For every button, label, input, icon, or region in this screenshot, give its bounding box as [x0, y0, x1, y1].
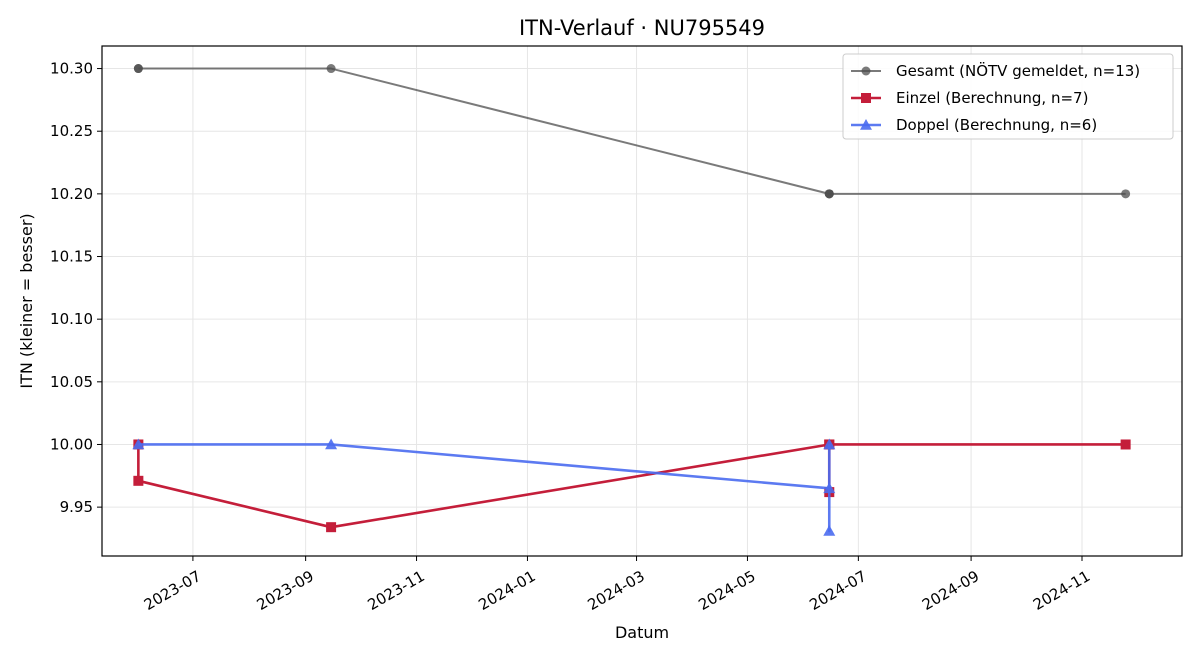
data-point	[823, 524, 836, 536]
grid-layer	[102, 46, 1182, 556]
x-tick-label: 2023-07	[141, 567, 204, 614]
y-tick-label: 10.15	[50, 248, 93, 266]
legend-entry: Einzel (Berechnung, n=7)	[851, 89, 1088, 107]
x-tick-label: 2024-07	[806, 567, 869, 614]
y-axis-title: ITN (kleiner = besser)	[17, 213, 36, 388]
series-triangle	[132, 438, 836, 536]
data-point	[325, 438, 338, 450]
legend-label: Gesamt (NÖTV gemeldet, n=13)	[896, 61, 1140, 80]
data-point	[133, 64, 143, 74]
y-tick-label: 9.95	[60, 498, 93, 516]
x-tick-label: 2023-11	[365, 567, 428, 614]
series-line	[138, 443, 831, 533]
data-point	[326, 522, 337, 533]
legend-box	[842, 53, 1174, 140]
data-point	[823, 438, 836, 450]
legend-entries: Gesamt (NÖTV gemeldet, n=13) Einzel (Bere…	[851, 61, 1140, 134]
x-axis-title: Datum	[615, 623, 669, 642]
data-point	[326, 64, 336, 74]
series-square	[133, 439, 1131, 533]
legend: Gesamt (NÖTV gemeldet, n=13) Einzel (Bere…	[842, 53, 1174, 140]
series-line	[137, 443, 1126, 529]
x-tick-label: 2024-11	[1030, 567, 1093, 614]
y-tick-label: 10.25	[50, 122, 93, 140]
x-tick-label: 2024-03	[585, 567, 648, 614]
y-tick-label: 10.05	[50, 373, 93, 391]
legend-entry: Gesamt (NÖTV gemeldet, n=13)	[851, 61, 1140, 80]
legend-label: Doppel (Berechnung, n=6)	[896, 116, 1097, 134]
x-tick-label: 2023-09	[254, 567, 317, 614]
legend-marker-swatch	[861, 66, 871, 76]
series-line	[138, 67, 1126, 195]
series-circle	[133, 64, 1131, 199]
y-tick-label: 10.30	[50, 60, 93, 78]
data-point	[824, 189, 834, 199]
legend-marker-swatch	[861, 93, 871, 103]
data-point	[133, 475, 144, 486]
y-tick-label: 10.20	[50, 185, 93, 203]
legend-label: Einzel (Berechnung, n=7)	[896, 89, 1088, 107]
y-tick-label: 10.00	[50, 435, 93, 453]
legend-entry: Doppel (Berechnung, n=6)	[851, 116, 1097, 134]
legend-marker-swatch	[860, 119, 872, 130]
data-point	[132, 438, 145, 450]
data-point	[823, 482, 836, 494]
series-layer	[132, 64, 1131, 536]
x-tick-label: 2024-05	[695, 567, 758, 614]
x-tick-label: 2024-09	[919, 567, 982, 614]
plot-frame	[101, 45, 1183, 557]
y-tick-label: 10.10	[50, 310, 93, 328]
ticks-layer: 9.95 10.00 10.05 10.10 10.15 10.20 10.25 10.30 2…	[50, 60, 1093, 614]
chart-title: ITN-Verlauf · NU795549	[519, 16, 765, 40]
x-tick-label: 2024-01	[475, 567, 538, 614]
data-point	[1121, 189, 1131, 199]
data-point	[1120, 439, 1131, 450]
